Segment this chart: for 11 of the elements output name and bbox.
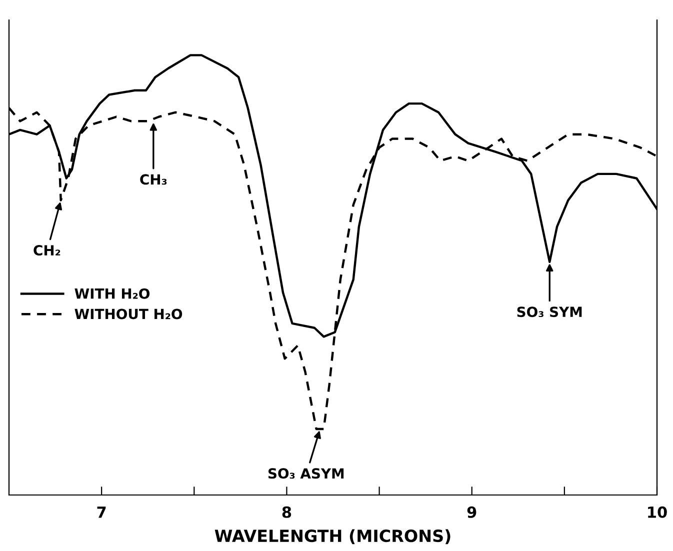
legend-label: WITHOUT H₂O [74, 308, 182, 320]
x-tick-label: 10 [648, 506, 667, 518]
annotation: CH₂ [34, 245, 60, 256]
annotation: CH₃ [140, 174, 167, 185]
x-axis-title: WAVELENGTH (MICRONS) [214, 529, 450, 544]
legend-label: WITH H₂O [74, 288, 150, 299]
x-tick-label: 9 [467, 506, 476, 518]
x-tick-label: 8 [282, 506, 292, 518]
annotation: SO₃ ASYM [268, 468, 344, 479]
annotation: SO₃ SYM [517, 306, 582, 318]
x-tick-label: 7 [97, 506, 106, 518]
